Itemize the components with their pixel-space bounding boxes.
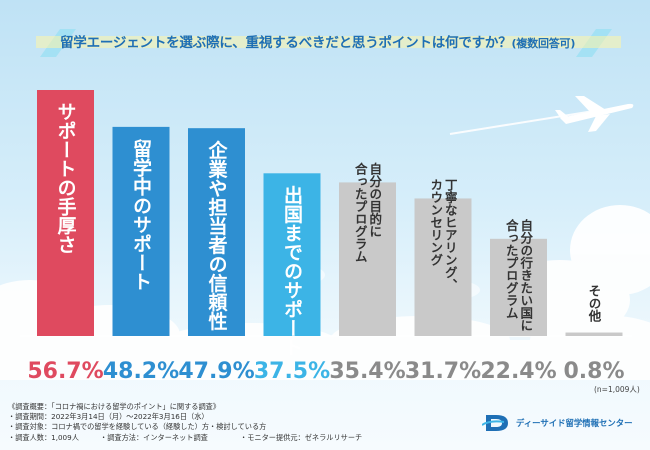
survey-target: ・調査対象：コロナ禍での留学を経験している（経験した）方・検討している方	[8, 422, 267, 432]
category-label-6-line-1: 丁寧なヒアリング、	[443, 178, 458, 291]
bars: サポートの手厚さ 56.7% 留学中のサポート 48.2% 企業や担当者の信頼性 47.9…	[27, 90, 625, 384]
survey-notes: 《調査概要：「コロナ禍における留学のポイント」に関する調査》 ・調査期間：202…	[8, 402, 448, 443]
contrail	[449, 109, 601, 135]
survey-provider: ・モニター提供元：ゼネラルリサーチ	[240, 432, 363, 442]
value-label-8: 0.8%	[563, 359, 624, 384]
category-label-7-line-1: 自分の行きたい国に	[518, 218, 533, 332]
bar-6	[414, 198, 472, 336]
bar-2	[112, 126, 170, 337]
airplane-icon	[555, 96, 634, 132]
survey-count: ・調査人数：1,009人	[8, 432, 79, 442]
survey-meta-row: ・調査人数：1,009人 ・調査方法：インターネット調査 ・モニター提供元：ゼネラル…	[8, 433, 448, 443]
chart-title-main: 留学エージェントを選ぶ際に、重視するべきだと思うポイントは何ですか？	[60, 35, 512, 51]
bar-7	[490, 238, 547, 336]
chart-title-sub: (複数回答可)	[511, 37, 576, 50]
value-label-2: 48.2%	[103, 359, 179, 384]
bar-3	[188, 128, 245, 336]
respondents-note: (n=1,009人)	[594, 385, 640, 394]
value-label-7: 22.4%	[480, 359, 556, 384]
company-logo: ディーサイド留学情報センター	[482, 412, 633, 434]
logo-text: ディーサイド留学情報センター	[516, 418, 633, 428]
value-label-5: 35.4%	[329, 359, 405, 384]
category-label-5-line-1: 自分の目的に	[367, 161, 382, 237]
category-label-1: サポートの手厚さ	[55, 102, 77, 254]
category-label-3: 企業や担当者の信頼性	[206, 139, 229, 331]
category-label-4: 出国までのサポート	[281, 184, 303, 356]
d-logo-icon	[482, 415, 508, 431]
value-label-1: 56.7%	[27, 359, 103, 384]
category-label-2: 留学中のサポート	[130, 139, 152, 291]
category-label-8: その他	[587, 285, 602, 323]
category-label-6-line-2: カウンセリング	[428, 178, 443, 266]
title-highlight-band	[36, 36, 621, 48]
bar-4	[263, 173, 321, 336]
value-label-3: 47.9%	[178, 359, 254, 384]
bar-5	[339, 182, 396, 336]
survey-period: ・調査期間：2022年3月14日（月）〜2022年3月16日（水）	[8, 412, 209, 422]
bar-1	[37, 90, 94, 336]
cloud-icons	[0, 205, 650, 380]
category-label-5-line-2: 合ったプログラム	[353, 161, 368, 262]
chart-title: 留学エージェントを選ぶ際に、重視するべきだと思うポイントは何ですか？(複数回答可…	[60, 31, 620, 51]
category-label-7-line-2: 合ったプログラム	[504, 218, 519, 319]
survey-overview: 《調査概要：「コロナ禍における留学のポイント」に関する調査》	[8, 402, 221, 411]
value-label-4: 37.5%	[254, 359, 330, 384]
survey-method: ・調査方法：インターネット調査	[100, 432, 208, 442]
value-label-6: 31.7%	[405, 359, 481, 384]
bar-8	[565, 332, 623, 336]
